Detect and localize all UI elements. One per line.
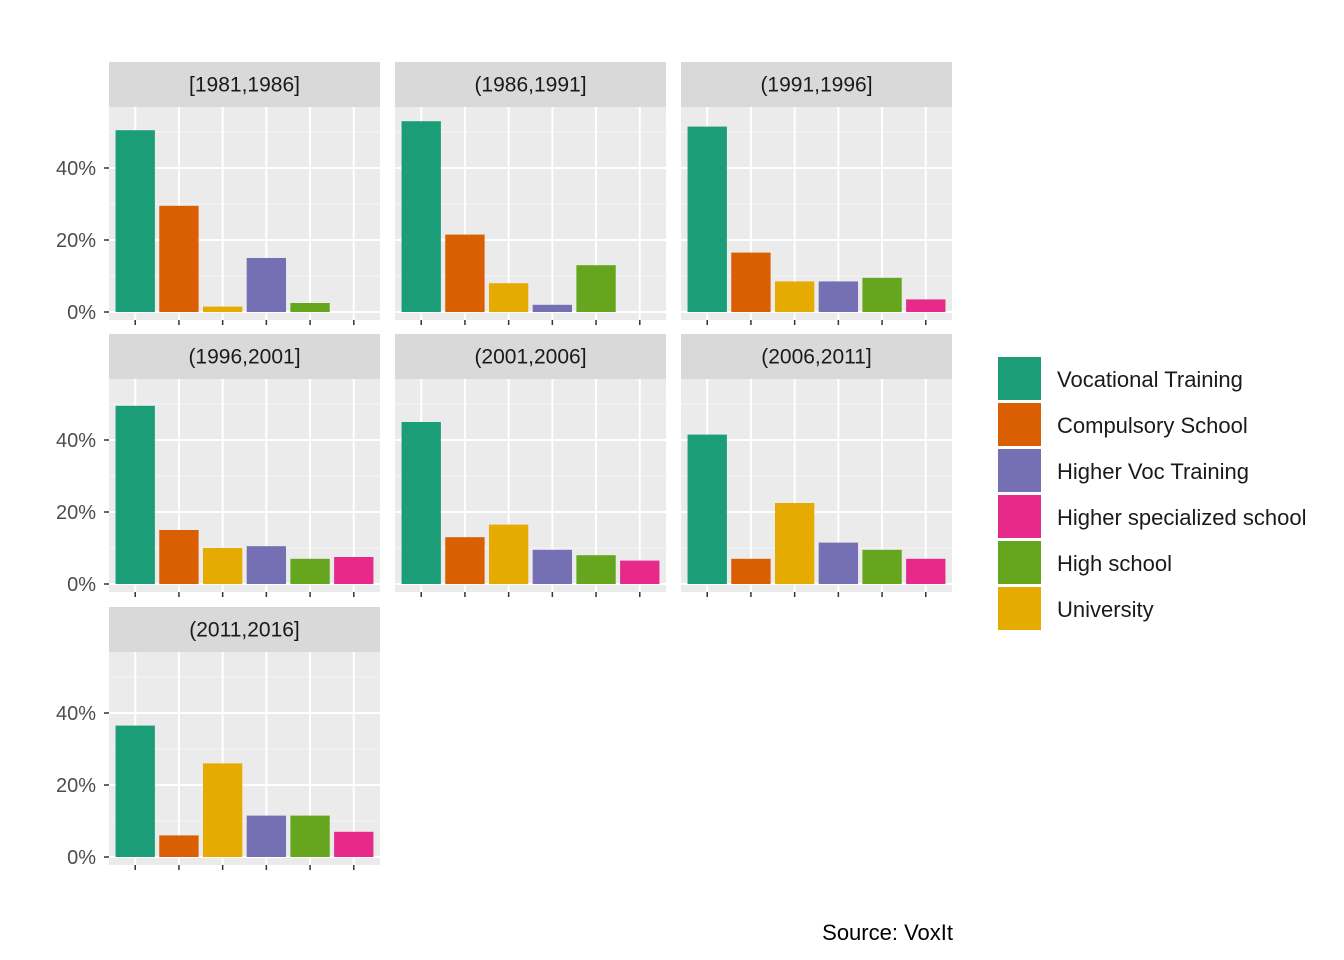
bar-university [488, 283, 529, 312]
legend-key [998, 449, 1041, 492]
bar-compulsory-school [445, 537, 485, 584]
y-tick-label: 20% [56, 775, 96, 797]
legend: Vocational Training Compulsory School Hi… [998, 357, 1338, 633]
bar-higher-voc-training [246, 546, 287, 584]
legend-label: Higher Voc Training [1057, 459, 1249, 484]
facet-strip [109, 334, 380, 379]
bar-higher-voc-training [532, 549, 573, 584]
bar-higher-specialized-school [906, 558, 946, 584]
facet-panel: (1996,2001] 0% 20% 40% [56, 334, 380, 597]
facet-strip [681, 62, 952, 107]
bar-high-school [290, 815, 330, 857]
bar-university [774, 503, 815, 584]
bar-higher-voc-training [246, 258, 287, 312]
bar-compulsory-school [159, 205, 199, 312]
legend-item-compulsory-school: Compulsory School [998, 403, 1338, 449]
facet-strip-label: (2011,2016] [189, 619, 300, 642]
legend-label: High school [1057, 551, 1172, 576]
bar-compulsory-school [159, 530, 199, 584]
facet-panel: [1981,1986] 0% 20% 40% [56, 62, 380, 325]
legend-key [998, 403, 1041, 446]
bar-high-school [862, 549, 902, 584]
bar-compulsory-school [731, 558, 771, 584]
bar-compulsory-school [159, 835, 199, 857]
facet-strip-label: (1986,1991] [474, 74, 586, 97]
bar-high-school [290, 303, 330, 312]
facet-strip-label: [1981,1986] [189, 74, 300, 97]
legend-label: Higher specialized school [1057, 505, 1307, 530]
bar-university [202, 763, 243, 857]
bar-university [202, 548, 243, 584]
facet-panel: (2001,2006] [395, 334, 666, 597]
legend-item-vocational-training: Vocational Training [998, 357, 1338, 403]
y-tick-label: 20% [56, 502, 96, 524]
bar-higher-specialized-school [906, 299, 946, 312]
bar-vocational-training [115, 725, 155, 857]
bar-vocational-training [115, 130, 155, 312]
bar-vocational-training [115, 405, 155, 584]
y-tick-label: 0% [67, 302, 96, 324]
facet-strip-label: (2006,2011] [761, 346, 872, 369]
bar-university [202, 306, 243, 312]
facet-panel: (1986,1991] [395, 62, 666, 325]
facet-panel: (1991,1996] [681, 62, 952, 325]
facet-strip [395, 62, 666, 107]
bar-higher-voc-training [532, 304, 573, 312]
bar-compulsory-school [445, 234, 485, 312]
bar-compulsory-school [731, 252, 771, 312]
legend-key [998, 541, 1041, 584]
legend-item-high-school: High school [998, 541, 1338, 587]
bar-university [774, 281, 815, 312]
y-tick-label: 0% [67, 847, 96, 869]
facet-panel: (2006,2011] [681, 334, 952, 597]
legend-item-university: University [998, 587, 1338, 633]
facet-panel: (2011,2016] 0% 20% 40% [56, 607, 380, 870]
legend-label: Compulsory School [1057, 413, 1248, 438]
facet-strip [109, 607, 380, 652]
legend-item-higher-specialized-school: Higher specialized school [998, 495, 1338, 541]
legend-item-higher-voc-training: Higher Voc Training [998, 449, 1338, 495]
bar-vocational-training [687, 434, 727, 584]
bar-high-school [290, 558, 330, 584]
y-tick-label: 20% [56, 230, 96, 252]
bar-higher-voc-training [818, 542, 859, 584]
facet-strip [681, 334, 952, 379]
bar-vocational-training [401, 422, 441, 584]
bar-high-school [862, 277, 902, 312]
y-tick-label: 40% [56, 158, 96, 180]
facet-strip-label: (2001,2006] [474, 346, 586, 369]
bar-higher-voc-training [246, 815, 287, 857]
bar-high-school [576, 265, 616, 312]
legend-key [998, 357, 1041, 400]
legend-label: Vocational Training [1057, 367, 1243, 392]
bar-university [488, 524, 529, 584]
bar-high-school [576, 555, 616, 584]
caption: Source: VoxIt [822, 920, 953, 945]
bar-higher-voc-training [818, 281, 859, 312]
bar-higher-specialized-school [620, 560, 660, 584]
y-tick-label: 40% [56, 703, 96, 725]
legend-label: University [1057, 597, 1154, 622]
legend-key [998, 587, 1041, 630]
facet-strip-label: (1991,1996] [760, 74, 872, 97]
facet-strip-label: (1996,2001] [188, 346, 300, 369]
bar-vocational-training [687, 126, 727, 312]
bar-vocational-training [401, 121, 441, 312]
facet-strip [109, 62, 380, 107]
y-tick-label: 40% [56, 430, 96, 452]
facet-strip [395, 334, 666, 379]
y-tick-label: 0% [67, 574, 96, 596]
legend-key [998, 495, 1041, 538]
bar-higher-specialized-school [334, 831, 374, 857]
bar-higher-specialized-school [334, 557, 374, 584]
